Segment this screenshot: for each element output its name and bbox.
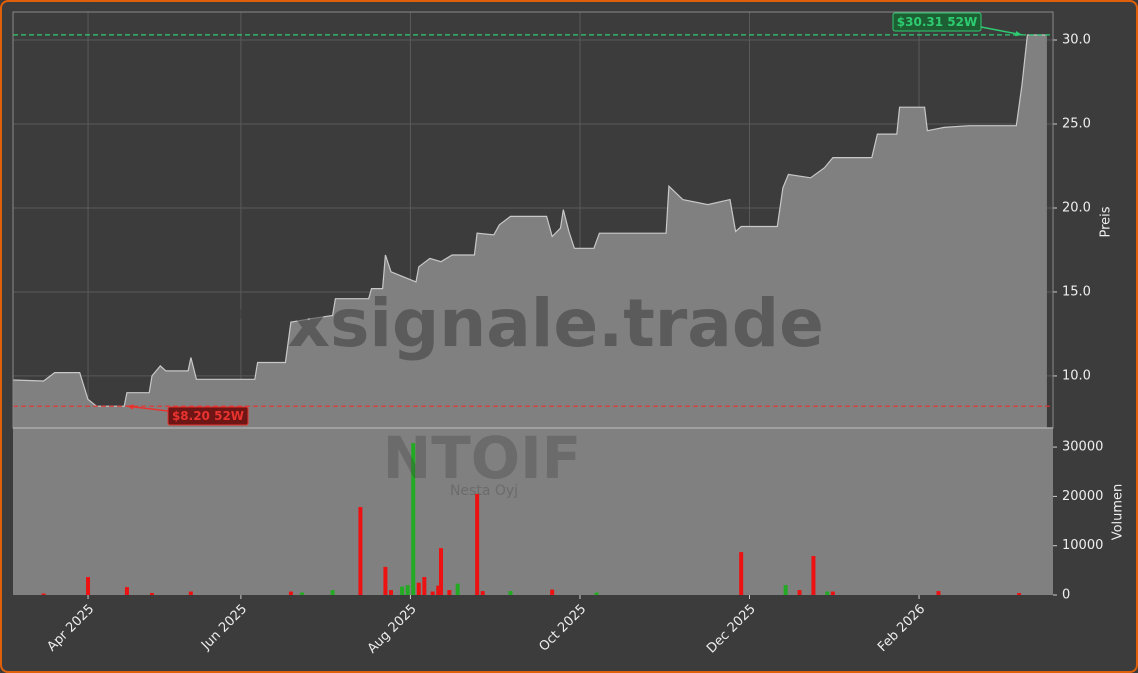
low-label: $8.20 52W [172,409,244,423]
volume-bar [358,506,363,595]
x-tick-label: Apr 2025 [45,602,98,655]
x-tick-label: Oct 2025 [536,602,589,655]
low-arrow-head [127,404,134,410]
volume-bar [783,585,788,595]
price-line [12,34,1047,407]
volume-panel [13,428,1053,595]
volume-bar [1017,593,1022,595]
volume-bar [508,591,513,595]
y-axis-title: Preis [1099,206,1114,237]
volume-bar [400,586,405,595]
volume-bar [447,590,452,595]
volume-bar [422,577,427,595]
high-arrow-head [1015,30,1022,37]
x-tick-label: Jun 2025 [198,602,250,654]
volume-bar [300,592,305,595]
volume-bar [480,591,485,595]
volume-bar [124,587,129,595]
high-arrow [980,26,1023,36]
volume-bar [455,583,460,595]
volume-bar [797,590,802,595]
volume-bar [475,493,480,595]
volume-bar [288,591,293,595]
y-tick-label: 0 [1062,588,1070,603]
y-tick-label: 20.0 [1062,200,1091,215]
volume-bar [86,577,91,595]
volume-bar [383,566,388,595]
x-tick-label: Feb 2026 [875,602,928,655]
volume-bar [594,592,599,595]
volume-bar [411,443,416,595]
company-watermark: Nesta Oyj [450,483,518,499]
volume-bar [41,593,46,595]
x-tick-label: Dec 2025 [704,602,759,657]
y-tick-label: 20000 [1062,489,1103,504]
volume-bar [330,590,335,595]
volume-bar [739,552,744,595]
volume-bar [388,590,393,595]
volume-bar [149,593,154,595]
high-label: $30.31 52W [897,15,977,29]
watermark: forexsignale.trade [136,285,824,362]
y-tick-label: 10000 [1062,538,1103,553]
volume-bar [830,591,835,595]
volume-bar [936,591,941,595]
y-tick-label: 15.0 [1062,284,1091,299]
volume-bar [550,589,555,595]
low-arrow [126,405,169,412]
x-tick-label: Aug 2025 [365,602,420,657]
symbol-watermark: NTOIF [383,424,582,492]
high-label-box [892,12,982,32]
volume-bar [811,556,816,595]
y-tick-label: 25.0 [1062,117,1091,132]
volume-bar [416,582,421,595]
low-label-box [167,406,249,426]
y-tick-label: 10.0 [1062,368,1091,383]
volume-bar [405,585,410,595]
y-axis-title: Volumen [1111,484,1126,541]
volume-bar [439,548,444,595]
y-tick-label: 30000 [1062,440,1103,455]
price-area [13,35,1047,428]
y-tick-label: 30.0 [1062,33,1091,48]
volume-bar [188,591,193,595]
volume-bar [436,585,441,595]
volume-bar [825,591,830,595]
volume-bar [430,591,435,595]
